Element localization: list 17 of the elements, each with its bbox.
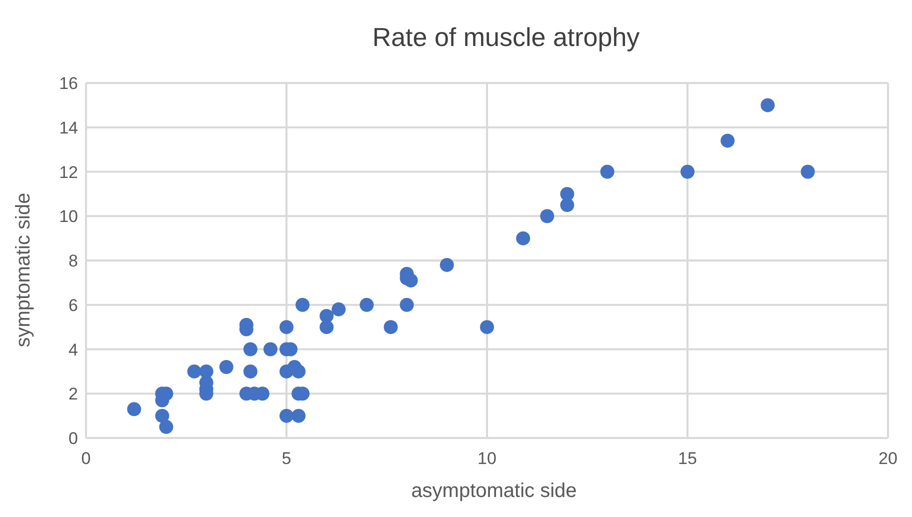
y-tick-label: 2	[68, 384, 78, 404]
y-axis-title: symptomatic side	[12, 192, 36, 348]
y-tick-label: 0	[68, 429, 78, 448]
x-axis-title: asymptomatic side	[410, 480, 578, 503]
y-tick-label: 6	[68, 296, 78, 315]
x-tick-label: 0	[81, 449, 91, 468]
x-tick-label: 10	[478, 449, 496, 468]
y-tick-label: 4	[68, 340, 78, 360]
x-tick-label: 20	[878, 449, 898, 468]
x-tick-label: 15	[678, 449, 697, 468]
y-tick-label: 16	[59, 74, 78, 94]
y-tick-label: 8	[68, 252, 78, 271]
chart-title: Rate of muscle atrophy	[371, 22, 641, 53]
y-tick-label: 14	[59, 118, 78, 138]
x-tick-label: 5	[282, 449, 292, 468]
y-tick-label: 10	[59, 207, 78, 226]
y-tick-label: 12	[59, 162, 78, 182]
